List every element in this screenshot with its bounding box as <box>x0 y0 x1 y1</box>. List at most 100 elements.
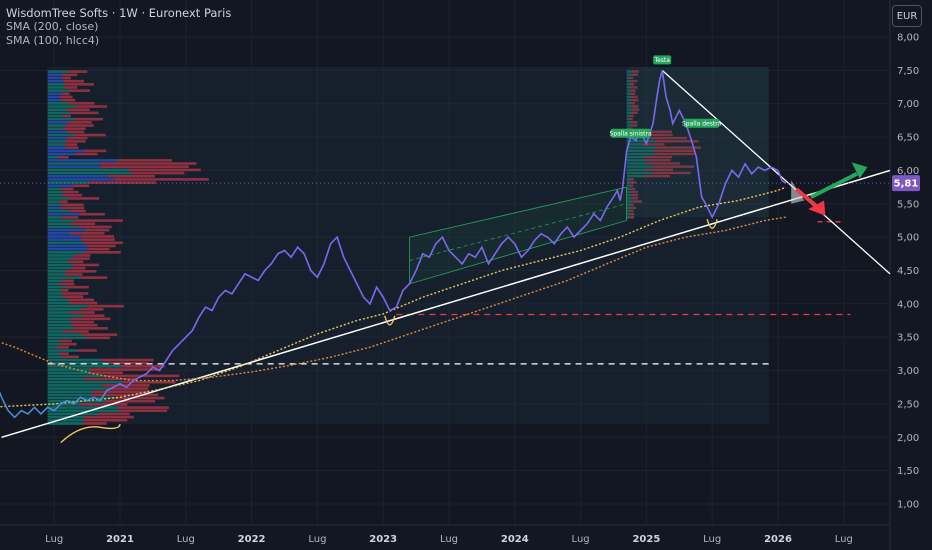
volume-bar-up <box>47 295 63 298</box>
volume-bar-down <box>64 143 78 146</box>
volume-bar-up <box>47 415 85 419</box>
price-tick-label: 5,50 <box>897 199 919 210</box>
volume-bar-down <box>114 396 165 400</box>
time-tick-label: Lug <box>177 534 195 545</box>
recent-volume-bar-up <box>626 143 642 146</box>
volume-bar-up <box>47 422 83 425</box>
volume-bar-up <box>47 95 60 99</box>
volume-bar-up <box>47 108 67 111</box>
volume-bar-up <box>47 146 66 150</box>
volume-bar-up <box>47 368 90 371</box>
volume-bar-up <box>47 225 79 229</box>
volume-bar-down <box>61 127 86 130</box>
volume-bar-up <box>47 127 62 130</box>
volume-bar-up <box>47 155 57 159</box>
volume-bar-up <box>47 235 81 238</box>
volume-bar-up <box>47 174 108 178</box>
recent-volume-bar-down <box>630 206 637 210</box>
recent-volume-bar-up <box>626 124 631 127</box>
recent-volume-bar-up <box>626 174 645 178</box>
volume-bar-down <box>77 349 97 352</box>
volume-bar-down <box>68 260 84 264</box>
volume-bar-down <box>109 361 149 365</box>
recent-volume-bar-up <box>626 212 630 216</box>
indicator-sma100-label[interactable]: SMA (100, hlcc4) <box>6 34 100 47</box>
volume-bar-up <box>47 216 62 219</box>
volume-bar-up <box>47 178 116 181</box>
volume-bar-down <box>58 282 75 286</box>
ascending-channel <box>409 186 628 285</box>
volume-bar-up <box>47 304 89 308</box>
volume-bar-up <box>47 317 72 321</box>
time-tick-label: 2024 <box>501 534 529 545</box>
recent-volume-bar-down <box>644 174 671 178</box>
volume-bar-up <box>47 336 87 340</box>
time-tick-label: Lug <box>440 534 458 545</box>
pattern-label-text: Spalla sinistra <box>610 131 652 138</box>
recent-volume-bar-up <box>626 178 630 181</box>
volume-bar-up <box>47 159 117 162</box>
volume-bar-down <box>75 254 91 257</box>
volume-bar-up <box>47 273 65 276</box>
volume-bar-up <box>47 323 72 327</box>
volume-bar-down <box>75 219 123 222</box>
recent-volume-bar-down <box>645 168 673 171</box>
volume-bar-down <box>64 83 94 86</box>
volume-bar-up <box>47 393 91 397</box>
volume-bar-up <box>47 406 118 409</box>
recent-volume-bar-up <box>626 140 656 143</box>
recent-volume-bar-down <box>629 216 635 219</box>
sma100-line <box>0 216 787 382</box>
bullish-arrow-shaft <box>809 171 858 199</box>
volume-bar-down <box>61 76 71 80</box>
volume-bar-up <box>47 140 66 143</box>
volume-bar-up <box>47 292 63 295</box>
volume-bar-down <box>65 285 89 289</box>
recent-range-box <box>626 67 769 218</box>
volume-bar-down <box>73 263 99 267</box>
volume-bar-down <box>61 92 70 96</box>
volume-bar-up <box>47 187 61 191</box>
volume-bar-up <box>47 143 65 146</box>
price-tick-label: 7,00 <box>897 99 919 110</box>
bearish-arrow-head <box>808 200 826 216</box>
symbol-title[interactable]: WisdomTree Softs · 1W · Euronext Paris <box>6 6 232 20</box>
volume-bar-down <box>78 225 112 229</box>
recent-volume-bar-down <box>630 187 636 191</box>
volume-bar-up <box>47 83 65 86</box>
currency-button[interactable]: EUR <box>892 5 922 27</box>
recent-volume-bar-up <box>626 155 645 159</box>
recent-volume-bar-up <box>626 200 633 203</box>
volume-bar-down <box>66 136 88 140</box>
volume-bar-down <box>100 162 197 165</box>
volume-bar-down <box>120 409 168 413</box>
volume-bar-up <box>47 282 59 286</box>
volume-bar-down <box>61 203 84 207</box>
recent-volume-bar-down <box>629 184 634 187</box>
volume-bar-down <box>82 422 107 425</box>
recent-volume-bar-down <box>655 140 699 143</box>
recent-volume-bar-up <box>626 136 651 140</box>
volume-bar-down <box>83 377 138 381</box>
volume-bar-up <box>47 152 75 156</box>
sma200-line <box>0 186 787 408</box>
recent-volume-bar-down <box>648 162 681 165</box>
swing-curve-2020 <box>60 423 121 444</box>
recent-volume-bar-down <box>631 190 638 194</box>
recent-volume-bar-up <box>626 162 649 165</box>
annotations: Spalla sinistra Testa Spalla destra <box>60 55 868 444</box>
volume-bar-up <box>47 254 76 257</box>
recent-volume-bar-up <box>626 149 654 152</box>
time-axis[interactable]: Lug 2021 Lug 2022 Lug 2023 Lug 2024 Lug 2025 Lug 20… <box>45 534 853 545</box>
price-tick-label: 3,50 <box>897 333 919 344</box>
volume-bar-down <box>62 330 89 333</box>
volume-bar-up <box>47 181 89 184</box>
price-axis[interactable]: 8,00 7,50 7,00 6,50 6,00 5,50 5,00 4,50 4,00 3,50… <box>892 33 920 511</box>
volume-bar-up <box>47 279 63 283</box>
indicator-sma200-label[interactable]: SMA (200, close) <box>6 20 99 33</box>
recent-volume-bar-down <box>630 86 638 89</box>
recent-volume-bar-down <box>629 102 635 105</box>
volume-bar-up <box>47 298 68 302</box>
recent-volume-bar-up <box>626 98 632 102</box>
